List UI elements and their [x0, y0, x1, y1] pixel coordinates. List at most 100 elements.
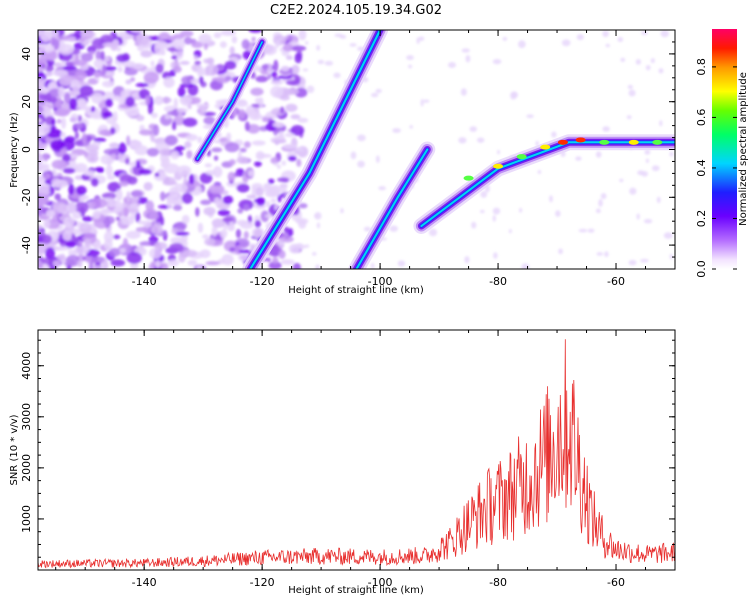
- noise-blob: [173, 38, 186, 50]
- ridge-hotspot: [557, 139, 568, 145]
- colorbar-gradient: [712, 29, 737, 269]
- noise-blob: [175, 231, 190, 236]
- noise-blob: [284, 132, 295, 138]
- noise-blob: [315, 264, 320, 269]
- noise-blob: [185, 133, 198, 141]
- noise-blob: [222, 217, 234, 222]
- noise-blob: [93, 58, 105, 69]
- noise-blob: [95, 50, 102, 61]
- noise-blob: [236, 183, 250, 193]
- noise-blob: [280, 65, 290, 72]
- noise-blob: [282, 143, 298, 150]
- noise-blob: [641, 170, 649, 177]
- noise-blob: [273, 34, 287, 46]
- noise-blob: [148, 236, 159, 243]
- noise-blob: [63, 216, 75, 228]
- noise-blob: [183, 37, 193, 45]
- noise-blob: [397, 260, 406, 267]
- noise-blob: [297, 117, 309, 123]
- ridge-stroke: [420, 141, 675, 227]
- noise-blob: [74, 201, 89, 214]
- noise-blob: [70, 113, 79, 123]
- noise-blob: [183, 176, 188, 185]
- noise-blob: [143, 182, 153, 191]
- noise-blob: [187, 104, 192, 110]
- noise-blob: [357, 160, 365, 168]
- noise-blob: [224, 60, 237, 70]
- noise-blob: [44, 173, 51, 180]
- noise-blob: [136, 33, 150, 46]
- noise-blob: [163, 76, 175, 88]
- noise-blob: [283, 88, 299, 95]
- snr-x-label: Height of straight line (km): [288, 585, 424, 596]
- noise-blob: [117, 151, 126, 163]
- noise-blob: [521, 263, 530, 269]
- noise-blob: [314, 212, 322, 220]
- noise-blob: [79, 88, 92, 95]
- noise-blob: [96, 167, 105, 173]
- noise-blob: [109, 127, 116, 135]
- noise-blob: [154, 43, 165, 56]
- colorbar-tick-label: 0.0: [695, 260, 708, 278]
- noise-blob: [277, 177, 290, 183]
- noise-blob: [254, 228, 263, 238]
- noise-blob: [199, 249, 211, 259]
- noise-blob: [339, 34, 347, 39]
- noise-blob: [595, 208, 601, 214]
- snr-y-tick-label: 1000: [20, 505, 33, 533]
- noise-blob: [221, 253, 234, 266]
- noise-blob: [38, 243, 47, 249]
- noise-blob: [166, 110, 179, 116]
- noise-blob: [349, 43, 357, 47]
- noise-blob: [270, 198, 277, 203]
- snr-y-tick-label: 4000: [20, 352, 33, 380]
- noise-blob: [420, 98, 424, 107]
- noise-blob: [101, 259, 109, 269]
- noise-blob: [63, 92, 71, 104]
- noise-blob: [306, 85, 315, 94]
- snr-x-tick-label: -140: [132, 576, 157, 589]
- noise-blob: [235, 228, 242, 239]
- noise-blob: [619, 178, 624, 183]
- noise-blob: [255, 187, 264, 197]
- noise-blob: [172, 65, 182, 73]
- noise-blob: [229, 220, 234, 231]
- noise-blob: [107, 201, 118, 208]
- noise-blob: [181, 75, 193, 85]
- noise-blob: [53, 202, 68, 214]
- noise-blob: [138, 168, 152, 175]
- noise-blob: [575, 156, 582, 161]
- noise-blob: [130, 30, 147, 33]
- noise-blob: [127, 176, 138, 185]
- noise-blob: [167, 259, 179, 267]
- noise-blob: [174, 145, 186, 151]
- noise-blob: [250, 87, 264, 96]
- noise-blob: [558, 248, 563, 255]
- noise-blob: [604, 251, 609, 258]
- noise-blob: [38, 129, 49, 136]
- noise-blob: [197, 136, 203, 144]
- snr-x-tick-label: -80: [489, 576, 507, 589]
- noise-blob: [72, 211, 82, 220]
- noise-blob: [213, 155, 219, 161]
- noise-blob: [122, 237, 129, 250]
- noise-blob: [177, 86, 186, 98]
- noise-blob: [645, 64, 651, 71]
- noise-blob: [118, 142, 127, 155]
- noise-blob: [169, 186, 179, 198]
- noise-blob: [461, 48, 470, 53]
- noise-blob: [628, 259, 637, 266]
- noise-blob: [620, 57, 626, 62]
- noise-blob: [187, 259, 198, 266]
- noise-blob: [659, 120, 663, 127]
- noise-blob: [38, 66, 44, 73]
- noise-blob: [471, 221, 477, 229]
- noise-blob: [229, 247, 236, 252]
- colorbar-tick-label: 0.8: [695, 58, 708, 76]
- noise-blob: [600, 193, 607, 200]
- noise-blob: [602, 126, 610, 132]
- noise-blob: [271, 139, 287, 144]
- noise-blob: [102, 215, 115, 225]
- spectrogram-x-tick-label: -120: [250, 275, 275, 288]
- snr-x-tick-label: -60: [607, 576, 625, 589]
